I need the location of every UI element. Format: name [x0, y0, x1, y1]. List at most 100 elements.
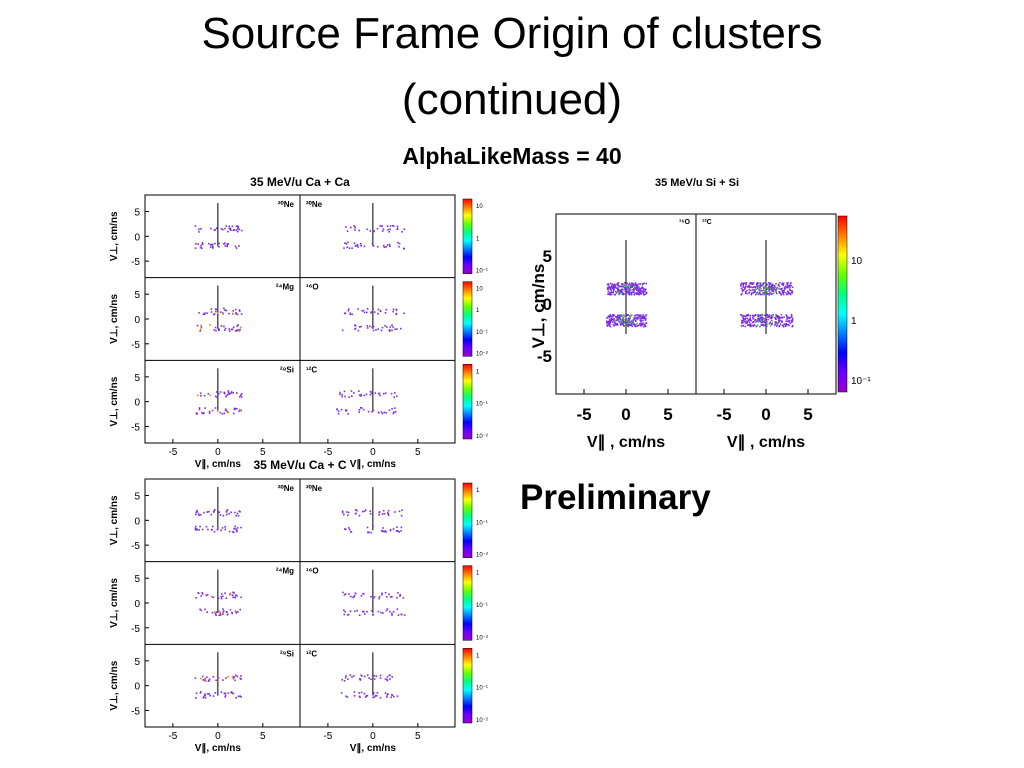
data-point	[746, 314, 748, 317]
data-point	[231, 612, 233, 615]
data-point	[217, 610, 220, 613]
data-point	[791, 319, 794, 321]
data-point	[621, 321, 623, 323]
data-point	[771, 283, 774, 285]
data-point	[753, 286, 756, 288]
data-point	[378, 392, 380, 395]
data-point	[378, 511, 381, 514]
data-point	[620, 289, 622, 292]
data-point	[354, 610, 356, 613]
data-point	[231, 225, 234, 228]
x-tick-label: -5	[168, 731, 177, 742]
data-point	[227, 411, 230, 414]
data-point	[210, 513, 213, 516]
data-point	[631, 286, 633, 288]
data-point	[621, 317, 624, 319]
data-point	[615, 290, 617, 293]
data-point	[216, 396, 218, 399]
data-point	[769, 286, 771, 289]
data-point	[754, 290, 756, 292]
data-point	[198, 514, 200, 517]
data-point	[344, 593, 347, 595]
data-point	[347, 241, 349, 244]
data-point	[747, 314, 749, 316]
data-point	[618, 317, 620, 320]
data-point	[392, 310, 394, 313]
data-point	[746, 322, 748, 324]
data-point	[341, 679, 343, 681]
data-point	[638, 324, 640, 327]
data-point	[345, 226, 347, 228]
data-point	[637, 284, 639, 286]
data-point	[609, 316, 611, 318]
data-point	[613, 290, 615, 292]
data-point	[743, 320, 746, 323]
data-point	[770, 314, 773, 317]
data-point	[199, 330, 201, 332]
data-point	[384, 530, 386, 533]
data-point	[231, 594, 234, 596]
data-point	[621, 315, 623, 317]
data-point	[639, 325, 642, 327]
data-point	[757, 319, 759, 321]
data-point	[625, 320, 627, 323]
data-point	[764, 285, 766, 288]
data-point	[353, 695, 356, 697]
data-point	[227, 393, 229, 396]
data-point	[607, 315, 610, 317]
data-point	[199, 514, 202, 516]
data-point	[640, 288, 642, 290]
data-point	[339, 391, 341, 394]
data-point	[740, 285, 742, 287]
data-point	[761, 316, 764, 319]
data-point	[608, 285, 610, 287]
data-point	[769, 321, 771, 323]
data-point	[635, 320, 637, 322]
data-point	[237, 324, 239, 326]
data-point	[748, 319, 750, 322]
data-point	[221, 527, 224, 529]
y-tick-label: -5	[131, 541, 140, 552]
data-point	[222, 313, 224, 315]
data-point	[232, 531, 235, 534]
data-point	[369, 230, 372, 232]
data-point	[224, 327, 227, 330]
data-point	[347, 514, 349, 517]
data-point	[366, 228, 369, 231]
data-point	[789, 317, 791, 319]
y-tick-label: 0	[134, 682, 140, 693]
data-point	[632, 283, 634, 285]
colorbar	[462, 281, 473, 357]
data-point	[778, 317, 780, 320]
data-point	[633, 323, 635, 326]
data-point	[759, 290, 761, 293]
data-point	[786, 284, 789, 287]
y-axis-label: V⊥, cm/ns	[109, 211, 120, 261]
data-point	[209, 394, 211, 397]
data-point	[613, 318, 615, 320]
data-point	[783, 287, 786, 289]
data-point	[780, 293, 783, 296]
data-point	[616, 322, 619, 325]
data-point	[400, 327, 402, 330]
data-point	[777, 287, 780, 290]
data-point	[382, 612, 384, 614]
data-point	[612, 323, 614, 326]
data-point	[775, 291, 777, 293]
data-point	[341, 329, 344, 332]
data-point	[769, 322, 772, 324]
data-point	[367, 410, 370, 413]
data-point	[626, 285, 628, 287]
data-point	[616, 283, 618, 286]
data-point	[615, 316, 618, 318]
data-point	[629, 289, 631, 291]
data-point	[642, 291, 645, 294]
data-point	[638, 294, 640, 296]
data-point	[638, 289, 640, 291]
panel-label: ¹⁶O	[306, 283, 319, 292]
data-point	[751, 324, 754, 327]
data-point	[389, 228, 391, 231]
data-point	[615, 319, 617, 322]
data-point	[746, 317, 748, 320]
data-point	[240, 393, 243, 395]
